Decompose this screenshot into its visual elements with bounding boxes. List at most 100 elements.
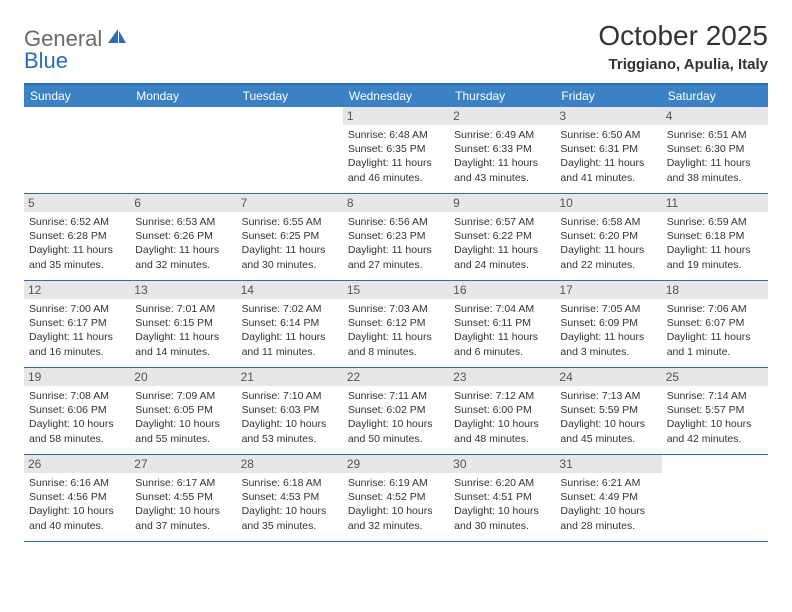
day-cell: 14Sunrise: 7:02 AMSunset: 6:14 PMDayligh…: [237, 281, 343, 367]
sunrise-line: Sunrise: 6:20 AM: [454, 476, 550, 490]
day-number: 17: [555, 281, 661, 299]
daylight-line: Daylight: 11 hours and 32 minutes.: [135, 243, 231, 271]
sunset-line: Sunset: 6:18 PM: [667, 229, 763, 243]
sunrise-line: Sunrise: 7:04 AM: [454, 302, 550, 316]
sail-icon: [106, 27, 128, 52]
week-row: 26Sunrise: 6:16 AMSunset: 4:56 PMDayligh…: [24, 455, 768, 542]
daylight-line: Daylight: 11 hours and 22 minutes.: [560, 243, 656, 271]
page-title: October 2025: [598, 20, 768, 52]
daylight-line: Daylight: 10 hours and 50 minutes.: [348, 417, 444, 445]
sunset-line: Sunset: 6:06 PM: [29, 403, 125, 417]
day-cell: 31Sunrise: 6:21 AMSunset: 4:49 PMDayligh…: [555, 455, 661, 541]
day-cell: 23Sunrise: 7:12 AMSunset: 6:00 PMDayligh…: [449, 368, 555, 454]
week-row: ...1Sunrise: 6:48 AMSunset: 6:35 PMDayli…: [24, 107, 768, 194]
day-cell: 2Sunrise: 6:49 AMSunset: 6:33 PMDaylight…: [449, 107, 555, 193]
brand-part2: Blue: [24, 48, 68, 73]
day-number: 26: [24, 455, 130, 473]
day-number: 22: [343, 368, 449, 386]
day-cell: 27 Sunrise: 6:17 AMSunset: 4:55 PMDayligh…: [130, 455, 236, 541]
day-cell: .: [24, 107, 130, 193]
dow-monday: Monday: [130, 85, 236, 107]
daylight-line: Daylight: 11 hours and 30 minutes.: [242, 243, 338, 271]
day-cell: 11Sunrise: 6:59 AMSunset: 6:18 PMDayligh…: [662, 194, 768, 280]
daylight-line: Daylight: 10 hours and 37 minutes.: [135, 504, 231, 532]
dow-friday: Friday: [555, 85, 661, 107]
day-number: 30: [449, 455, 555, 473]
sunset-line: Sunset: 6:23 PM: [348, 229, 444, 243]
sunset-line: Sunset: 6:22 PM: [454, 229, 550, 243]
title-block: October 2025 Triggiano, Apulia, Italy: [598, 20, 768, 73]
day-cell: 15Sunrise: 7:03 AMSunset: 6:12 PMDayligh…: [343, 281, 449, 367]
sunrise-line: Sunrise: 6:16 AM: [29, 476, 125, 490]
dow-saturday: Saturday: [662, 85, 768, 107]
daylight-line: Daylight: 11 hours and 6 minutes.: [454, 330, 550, 358]
day-cell: 17Sunrise: 7:05 AMSunset: 6:09 PMDayligh…: [555, 281, 661, 367]
sunset-line: Sunset: 6:14 PM: [242, 316, 338, 330]
day-number: 8: [343, 194, 449, 212]
day-number: 27: [130, 455, 236, 473]
sunrise-line: Sunrise: 6:17 AM: [135, 476, 231, 490]
sunset-line: Sunset: 4:55 PM: [135, 490, 231, 504]
daylight-line: Daylight: 10 hours and 32 minutes.: [348, 504, 444, 532]
daylight-line: Daylight: 11 hours and 38 minutes.: [667, 156, 763, 184]
day-cell: 4Sunrise: 6:51 AMSunset: 6:30 PMDaylight…: [662, 107, 768, 193]
dow-tuesday: Tuesday: [237, 85, 343, 107]
sunset-line: Sunset: 6:12 PM: [348, 316, 444, 330]
sunrise-line: Sunrise: 6:50 AM: [560, 128, 656, 142]
header: General October 2025 Triggiano, Apulia, …: [24, 20, 768, 73]
day-cell: 24Sunrise: 7:13 AMSunset: 5:59 PMDayligh…: [555, 368, 661, 454]
day-cell: 18Sunrise: 7:06 AMSunset: 6:07 PMDayligh…: [662, 281, 768, 367]
day-cell: 9Sunrise: 6:57 AMSunset: 6:22 PMDaylight…: [449, 194, 555, 280]
daylight-line: Daylight: 11 hours and 8 minutes.: [348, 330, 444, 358]
sunset-line: Sunset: 6:09 PM: [560, 316, 656, 330]
day-number: 1: [343, 107, 449, 125]
day-cell: 7Sunrise: 6:55 AMSunset: 6:25 PMDaylight…: [237, 194, 343, 280]
sunset-line: Sunset: 6:35 PM: [348, 142, 444, 156]
day-cell: 1 Sunrise: 6:48 AMSunset: 6:35 PMDaylight…: [343, 107, 449, 193]
sunrise-line: Sunrise: 7:03 AM: [348, 302, 444, 316]
daylight-line: Daylight: 11 hours and 46 minutes.: [348, 156, 444, 184]
daylight-line: Daylight: 10 hours and 30 minutes.: [454, 504, 550, 532]
sunrise-line: Sunrise: 7:01 AM: [135, 302, 231, 316]
sunrise-line: Sunrise: 6:52 AM: [29, 215, 125, 229]
dow-thursday: Thursday: [449, 85, 555, 107]
daylight-line: Daylight: 10 hours and 55 minutes.: [135, 417, 231, 445]
sunset-line: Sunset: 6:02 PM: [348, 403, 444, 417]
dow-wednesday: Wednesday: [343, 85, 449, 107]
day-number: 13: [130, 281, 236, 299]
sunset-line: Sunset: 6:15 PM: [135, 316, 231, 330]
sunrise-line: Sunrise: 7:14 AM: [667, 389, 763, 403]
daylight-line: Daylight: 11 hours and 14 minutes.: [135, 330, 231, 358]
day-cell: .: [662, 455, 768, 541]
sunrise-line: Sunrise: 7:02 AM: [242, 302, 338, 316]
day-number: 31: [555, 455, 661, 473]
sunset-line: Sunset: 6:25 PM: [242, 229, 338, 243]
day-cell: 25Sunrise: 7:14 AMSunset: 5:57 PMDayligh…: [662, 368, 768, 454]
day-number: 10: [555, 194, 661, 212]
day-cell: 10Sunrise: 6:58 AMSunset: 6:20 PMDayligh…: [555, 194, 661, 280]
sunrise-line: Sunrise: 6:21 AM: [560, 476, 656, 490]
day-number: 14: [237, 281, 343, 299]
daylight-line: Daylight: 10 hours and 48 minutes.: [454, 417, 550, 445]
daylight-line: Daylight: 11 hours and 1 minute.: [667, 330, 763, 358]
day-number: 29: [343, 455, 449, 473]
day-cell: 20Sunrise: 7:09 AMSunset: 6:05 PMDayligh…: [130, 368, 236, 454]
day-cell: 26Sunrise: 6:16 AMSunset: 4:56 PMDayligh…: [24, 455, 130, 541]
sunrise-line: Sunrise: 6:48 AM: [348, 128, 444, 142]
sunrise-line: Sunrise: 6:58 AM: [560, 215, 656, 229]
sunrise-line: Sunrise: 6:53 AM: [135, 215, 231, 229]
brand-part2-wrap: Blue: [24, 48, 68, 74]
sunset-line: Sunset: 4:51 PM: [454, 490, 550, 504]
daylight-line: Daylight: 10 hours and 45 minutes.: [560, 417, 656, 445]
dow-header-row: Sunday Monday Tuesday Wednesday Thursday…: [24, 85, 768, 107]
daylight-line: Daylight: 11 hours and 35 minutes.: [29, 243, 125, 271]
sunset-line: Sunset: 6:30 PM: [667, 142, 763, 156]
daylight-line: Daylight: 11 hours and 27 minutes.: [348, 243, 444, 271]
day-cell: 30 Sunrise: 6:20 AMSunset: 4:51 PMDayligh…: [449, 455, 555, 541]
daylight-line: Daylight: 11 hours and 19 minutes.: [667, 243, 763, 271]
sunrise-line: Sunrise: 6:55 AM: [242, 215, 338, 229]
day-number: 2: [449, 107, 555, 125]
sunset-line: Sunset: 6:26 PM: [135, 229, 231, 243]
daylight-line: Daylight: 11 hours and 16 minutes.: [29, 330, 125, 358]
week-row: 19Sunrise: 7:08 AMSunset: 6:06 PMDayligh…: [24, 368, 768, 455]
